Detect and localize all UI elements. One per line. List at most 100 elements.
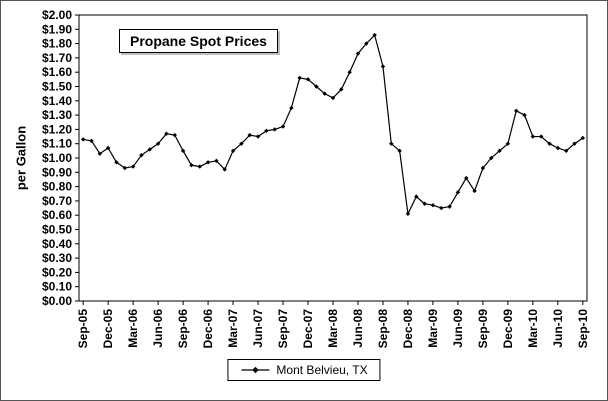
y-tick-label: $1.00 xyxy=(42,151,72,165)
x-tick-label: Dec-08 xyxy=(401,309,415,349)
data-point-marker xyxy=(372,32,377,38)
x-tick-label: Dec-07 xyxy=(301,309,315,349)
y-tick-label: $2.00 xyxy=(42,8,72,22)
x-tick-label: Jun-09 xyxy=(451,309,465,348)
x-tick-label: Mar-07 xyxy=(226,309,240,348)
y-tick-label: $1.50 xyxy=(42,80,72,94)
y-tick-label: $1.80 xyxy=(42,37,72,51)
data-point-marker xyxy=(489,155,494,161)
y-tick-label: $0.80 xyxy=(42,180,72,194)
data-point-marker xyxy=(314,84,319,89)
y-axis-title: per Gallon xyxy=(13,125,29,191)
data-point-marker xyxy=(122,165,128,171)
y-tick-label: $1.20 xyxy=(42,122,72,136)
data-point-marker xyxy=(414,194,419,199)
y-tick-label: $0.40 xyxy=(42,237,72,251)
y-tick-label: $0.20 xyxy=(42,265,72,279)
data-point-marker xyxy=(397,148,402,154)
data-point-marker xyxy=(514,108,519,114)
data-point-marker xyxy=(222,167,227,172)
data-point-marker xyxy=(339,87,344,92)
data-point-marker xyxy=(155,141,161,146)
data-point-marker xyxy=(364,41,369,46)
x-tick-label: Sep-09 xyxy=(476,309,490,349)
data-point-marker xyxy=(80,137,86,142)
data-point-marker xyxy=(389,141,394,146)
data-point-marker xyxy=(472,188,477,194)
x-tick-label: Mar-10 xyxy=(526,309,540,348)
data-point-marker xyxy=(147,147,152,152)
x-tick-label: Jun-06 xyxy=(151,309,165,348)
data-point-marker xyxy=(114,160,119,165)
data-point-marker xyxy=(130,164,136,169)
legend-marker-icon xyxy=(241,366,270,374)
y-tick-label: $1.30 xyxy=(42,108,72,122)
data-point-marker xyxy=(247,132,252,138)
plot-area xyxy=(78,14,588,302)
x-tick-label: Sep-07 xyxy=(276,309,290,349)
y-tick-label: $0.90 xyxy=(42,165,72,179)
y-tick-label: $1.40 xyxy=(42,94,72,108)
y-tick-label: $1.60 xyxy=(42,65,72,79)
legend-series-label: Mont Belvieu, TX xyxy=(276,363,368,377)
y-tick-label: $0.50 xyxy=(42,223,72,237)
y-tick-label: $1.70 xyxy=(42,51,72,65)
x-tick-label: Dec-05 xyxy=(101,309,115,349)
data-point-marker xyxy=(189,162,194,168)
data-point-marker xyxy=(105,145,111,151)
data-point-marker xyxy=(280,124,286,129)
y-tick-label: $0.00 xyxy=(42,294,72,308)
data-point-marker xyxy=(497,148,502,154)
data-point-marker xyxy=(380,64,386,69)
data-point-marker xyxy=(422,201,427,206)
x-tick-label: Sep-05 xyxy=(76,309,90,349)
data-point-marker xyxy=(239,141,244,146)
data-point-marker xyxy=(97,151,103,156)
data-point-marker xyxy=(264,128,269,134)
data-point-marker xyxy=(455,190,461,195)
data-point-marker xyxy=(347,70,352,75)
data-point-marker xyxy=(172,132,177,138)
data-point-marker xyxy=(230,148,236,154)
data-point-marker xyxy=(197,164,202,169)
y-tick-label: $0.70 xyxy=(42,194,72,208)
data-point-marker xyxy=(322,91,327,96)
x-tick-label: Jun-10 xyxy=(551,309,565,348)
data-point-marker xyxy=(464,175,469,181)
data-point-marker xyxy=(505,141,511,146)
x-tick-label: Jun-07 xyxy=(251,309,265,348)
y-tick-label: $1.10 xyxy=(42,137,72,151)
x-tick-label: Jun-08 xyxy=(351,309,365,348)
x-tick-label: Dec-06 xyxy=(201,309,215,349)
x-tick-label: Mar-09 xyxy=(426,309,440,348)
data-point-marker xyxy=(430,202,436,208)
x-tick-label: Dec-09 xyxy=(501,309,515,349)
data-point-marker xyxy=(289,105,294,111)
data-point-marker xyxy=(439,205,444,211)
y-tick-label: $0.30 xyxy=(42,251,72,265)
data-point-marker xyxy=(297,75,302,81)
x-tick-label: Sep-06 xyxy=(176,309,190,349)
x-tick-label: Mar-06 xyxy=(126,309,140,348)
data-point-marker xyxy=(305,77,311,82)
data-point-marker xyxy=(330,95,336,101)
data-point-marker xyxy=(555,145,561,151)
y-tick-label: $0.10 xyxy=(42,280,72,294)
x-tick-label: Sep-10 xyxy=(576,309,590,349)
data-point-marker xyxy=(572,141,577,146)
data-point-marker xyxy=(447,204,452,209)
data-point-marker xyxy=(205,160,211,165)
data-point-marker xyxy=(538,134,544,139)
data-point-marker xyxy=(139,152,144,158)
legend: Mont Belvieu, TX xyxy=(227,359,381,381)
data-point-marker xyxy=(563,148,569,154)
chart-title: Propane Spot Prices xyxy=(119,29,278,53)
data-point-marker xyxy=(405,211,411,216)
data-point-marker xyxy=(480,165,486,171)
x-tick-label: Sep-08 xyxy=(376,309,390,349)
data-point-marker xyxy=(272,127,277,132)
data-point-marker xyxy=(530,134,536,139)
data-point-marker xyxy=(522,112,527,118)
